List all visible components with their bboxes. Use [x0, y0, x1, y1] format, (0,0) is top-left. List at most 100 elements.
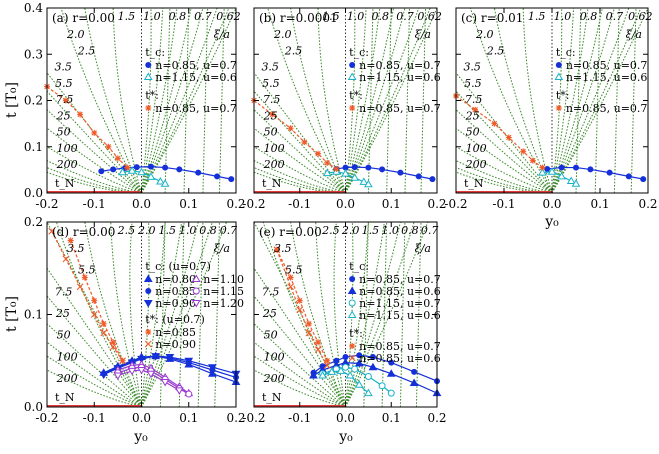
data-point: [332, 365, 340, 373]
xi-side-label: 100: [57, 142, 78, 155]
data-point: [354, 359, 364, 367]
data-point: [364, 388, 373, 397]
xi-top-label: 0.62: [628, 10, 653, 23]
contour-line: [455, 167, 553, 194]
y-tick-label: 0.3: [24, 47, 43, 61]
contour-line: [253, 167, 346, 194]
panel-label: (b) r=0.0001: [259, 11, 338, 25]
panel-d: -0.2 -0.1 0.0 0.1 0.20.00.10.2(d) r=0.00 2.5 2…: [24, 215, 246, 425]
contour-line: [381, 221, 388, 408]
contour-line: [253, 90, 346, 194]
data-point: [296, 306, 304, 314]
data-point: [409, 378, 419, 386]
contour-line: [363, 221, 369, 408]
contour-line: [345, 221, 401, 408]
data-point: [557, 171, 566, 180]
xi-top-label: 1.0: [179, 224, 197, 237]
data-point: [472, 106, 479, 113]
data-point: [156, 176, 165, 185]
contour-line: [141, 221, 228, 408]
contour-line: [110, 221, 142, 408]
xi-side-label: 200: [56, 158, 78, 171]
legend-entry: n=0.85, u=0.7: [566, 102, 648, 115]
tN-label: t_N: [262, 177, 282, 190]
legend-marker: [555, 62, 562, 68]
legend-tstar-title: t*:: [145, 89, 159, 102]
panel-label: (c) r=0.01: [461, 11, 523, 25]
contour-line: [345, 7, 406, 194]
data-point: [336, 366, 346, 374]
x-tick-label: 0.0: [132, 411, 151, 425]
legend-entry: n=0.90: [155, 338, 196, 351]
legend-marker: [347, 72, 357, 80]
legend-tstar-title: t*:: [349, 89, 363, 102]
x-tick-label: -0.1: [288, 411, 311, 425]
xi-axis-label: ξ/a: [415, 28, 431, 41]
contour-line: [367, 7, 374, 194]
legend-marker: [145, 62, 152, 68]
legend-marker: [349, 105, 356, 111]
legend-entry: n=1.15, u=0.6: [359, 71, 441, 84]
data-point: [342, 363, 349, 371]
data-point: [137, 355, 146, 364]
contour-line: [267, 7, 346, 194]
contour-line: [253, 341, 346, 408]
contour-line: [345, 7, 381, 194]
xi-side-label: 50: [57, 126, 71, 139]
panel-e: -0.2 -0.1 0.0 0.1 0.2(e) r=0.00 2.5 2.0 1.5 1.0 0…: [242, 221, 447, 425]
contour-line: [46, 323, 142, 408]
contour-line: [551, 7, 649, 194]
data-point: [113, 372, 123, 381]
data-point: [133, 164, 140, 171]
data-point: [386, 369, 396, 377]
xi-side-label: 7.5: [56, 93, 74, 106]
data-point: [324, 159, 331, 166]
data-point: [184, 357, 194, 366]
x-tick-label: 0.2: [427, 197, 446, 211]
xi-side-label: 50: [57, 329, 71, 342]
data-point: [67, 237, 74, 244]
data-point: [296, 297, 303, 304]
y-tick-label: 0.2: [24, 215, 43, 229]
data-point: [327, 367, 337, 375]
x-tick-label: -0.2: [35, 197, 58, 211]
xi-top-label: 0.7: [194, 10, 212, 23]
legend-entry: n=0.85, u=0.7: [359, 59, 441, 72]
contour-line: [455, 171, 553, 194]
legend-marker: [349, 276, 356, 282]
x-axis-title: y₀: [133, 429, 148, 445]
data-point: [342, 164, 349, 171]
data-point: [127, 367, 137, 376]
contour-line: [141, 7, 230, 194]
contour-line: [345, 7, 420, 194]
xi-top-label: 1.5: [322, 10, 340, 23]
xi-side-label: 200: [56, 372, 78, 385]
x-tick-label: 0.2: [427, 411, 446, 425]
data-point: [119, 357, 126, 365]
data-point: [269, 111, 276, 118]
contour-line: [404, 7, 411, 194]
tN-label: t_N: [55, 391, 75, 404]
legend-entry: n=0.85, u=0.7: [359, 340, 441, 353]
x-tick-label: -0.2: [444, 197, 467, 211]
tN-label: t_N: [464, 177, 484, 190]
contour-line: [290, 7, 346, 194]
legend-marker: [144, 340, 152, 348]
contour-line: [345, 221, 369, 408]
data-point: [137, 167, 146, 176]
legend-entry: n=1.15, u=0.6: [155, 71, 237, 84]
data-point: [379, 166, 386, 173]
y-tick-label: 0.0: [24, 400, 43, 414]
legend-marker: [349, 62, 356, 68]
y-tick-label: 0.1: [24, 140, 43, 154]
x-tick-label: 0.0: [336, 411, 355, 425]
legend-entry: n=0.85, u=0.6: [359, 285, 441, 298]
contour-line: [575, 7, 582, 194]
xi-side-label: 3.5: [261, 61, 279, 74]
data-point: [62, 97, 69, 104]
data-point: [165, 354, 175, 362]
data-point: [324, 357, 331, 364]
x-tick-label: -0.1: [288, 197, 311, 211]
xi-top-label: 0.8: [169, 10, 187, 23]
data-point: [539, 164, 546, 171]
